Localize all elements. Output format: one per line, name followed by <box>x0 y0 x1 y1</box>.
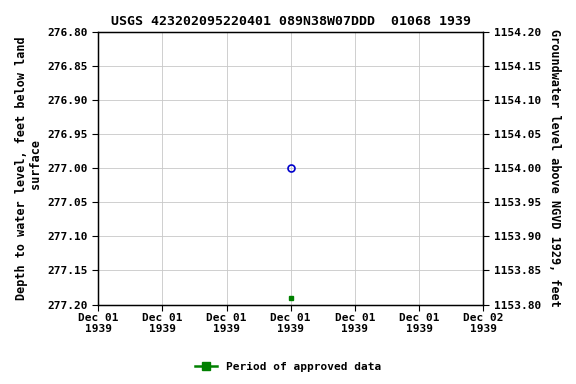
Y-axis label: Depth to water level, feet below land
 surface: Depth to water level, feet below land su… <box>15 36 43 300</box>
Legend: Period of approved data: Period of approved data <box>191 358 385 377</box>
Y-axis label: Groundwater level above NGVD 1929, feet: Groundwater level above NGVD 1929, feet <box>548 29 561 307</box>
Title: USGS 423202095220401 089N38W07DDD  01068 1939: USGS 423202095220401 089N38W07DDD 01068 … <box>111 15 471 28</box>
